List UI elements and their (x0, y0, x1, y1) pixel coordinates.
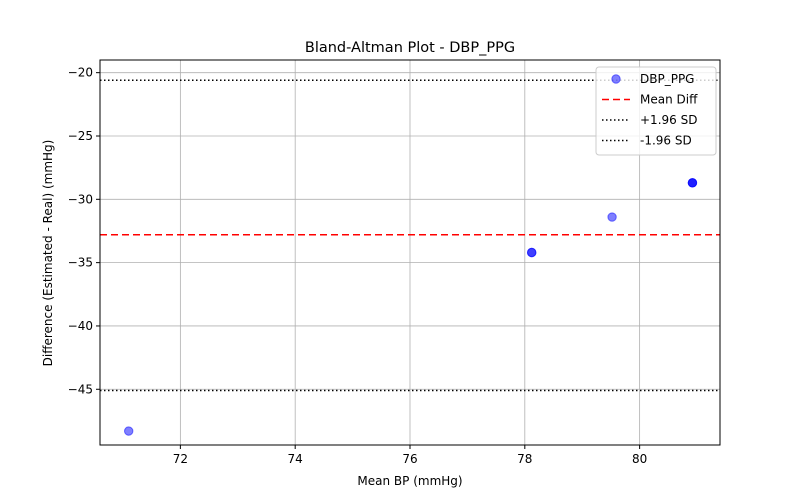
legend-label: DBP_PPG (640, 72, 694, 86)
legend: DBP_PPG Mean Diff +1.96 SD -1.96 SD (595, 66, 717, 156)
legend-label: Mean Diff (640, 93, 698, 107)
legend-label: +1.96 SD (640, 113, 697, 127)
data-point (687, 178, 698, 188)
x-tick-label: 80 (632, 452, 647, 466)
y-axis-label: Difference (Estimated - Real) (mmHg) (41, 140, 55, 367)
data-points (124, 178, 698, 436)
data-point (124, 426, 134, 436)
data-point (527, 247, 537, 258)
grid-lines (100, 60, 720, 445)
y-tick-label: −20 (68, 66, 93, 80)
x-tick-label: 78 (517, 452, 532, 466)
y-tick-label: −40 (68, 319, 93, 333)
y-tick-label: −30 (68, 192, 93, 206)
chart-title: Bland-Altman Plot - DBP_PPG (305, 40, 515, 56)
y-tick-label: −45 (68, 382, 93, 396)
x-tick-label: 74 (288, 452, 303, 466)
legend-label: -1.96 SD (640, 134, 692, 148)
x-axis-ticks: 72 74 76 78 80 (173, 445, 647, 466)
y-tick-label: −35 (68, 256, 93, 270)
legend-box (595, 66, 717, 156)
legend-marker (611, 74, 621, 84)
x-tick-label: 72 (173, 452, 188, 466)
data-point (607, 212, 617, 222)
y-tick-label: −25 (68, 129, 93, 143)
y-axis-ticks: −20 −25 −30 −35 −40 −45 (68, 66, 100, 396)
x-tick-label: 76 (402, 452, 417, 466)
x-axis-label: Mean BP (mmHg) (357, 474, 462, 488)
